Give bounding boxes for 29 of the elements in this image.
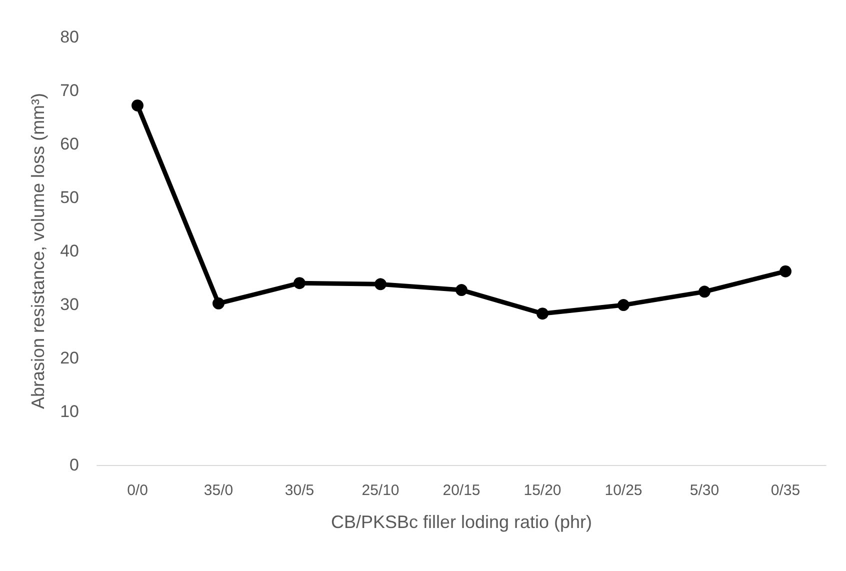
point — [618, 299, 630, 312]
point — [698, 286, 710, 298]
point — [212, 297, 224, 310]
x-tick-label: 25/10 — [362, 482, 400, 499]
y-tick-label: 10 — [60, 402, 79, 421]
point — [374, 278, 386, 290]
point — [294, 277, 306, 290]
y-tick-label: 20 — [60, 348, 79, 368]
x-tick-label: 15/20 — [524, 482, 562, 499]
x-tick-label: 35/0 — [204, 482, 234, 499]
y-tick-label: 0 — [70, 456, 79, 474]
x-tick-label: 0/0 — [127, 482, 148, 499]
x-tick-label: 10/25 — [604, 482, 642, 499]
y-tick-label: 40 — [60, 242, 79, 260]
y-tick-label: 30 — [60, 295, 79, 314]
y-axis-title: Abrasion resistance, volume loss (mm³) — [28, 92, 48, 410]
y-tick-label: 50 — [60, 188, 79, 207]
y-tick-label: 60 — [60, 134, 79, 154]
point — [132, 99, 144, 112]
x-tick-label: 5/30 — [690, 482, 720, 499]
point — [536, 308, 548, 320]
x-tick-label: 20/15 — [442, 482, 480, 499]
point — [780, 265, 792, 278]
y-tick-label: 80 — [60, 28, 79, 46]
y-tick-label: 70 — [60, 81, 79, 100]
x-tick-label: 30/5 — [284, 482, 314, 499]
x-axis-title: CB/PKSBc filler loding ratio (phr) — [330, 512, 592, 532]
point — [456, 284, 468, 296]
x-tick-label: 0/35 — [770, 482, 800, 499]
